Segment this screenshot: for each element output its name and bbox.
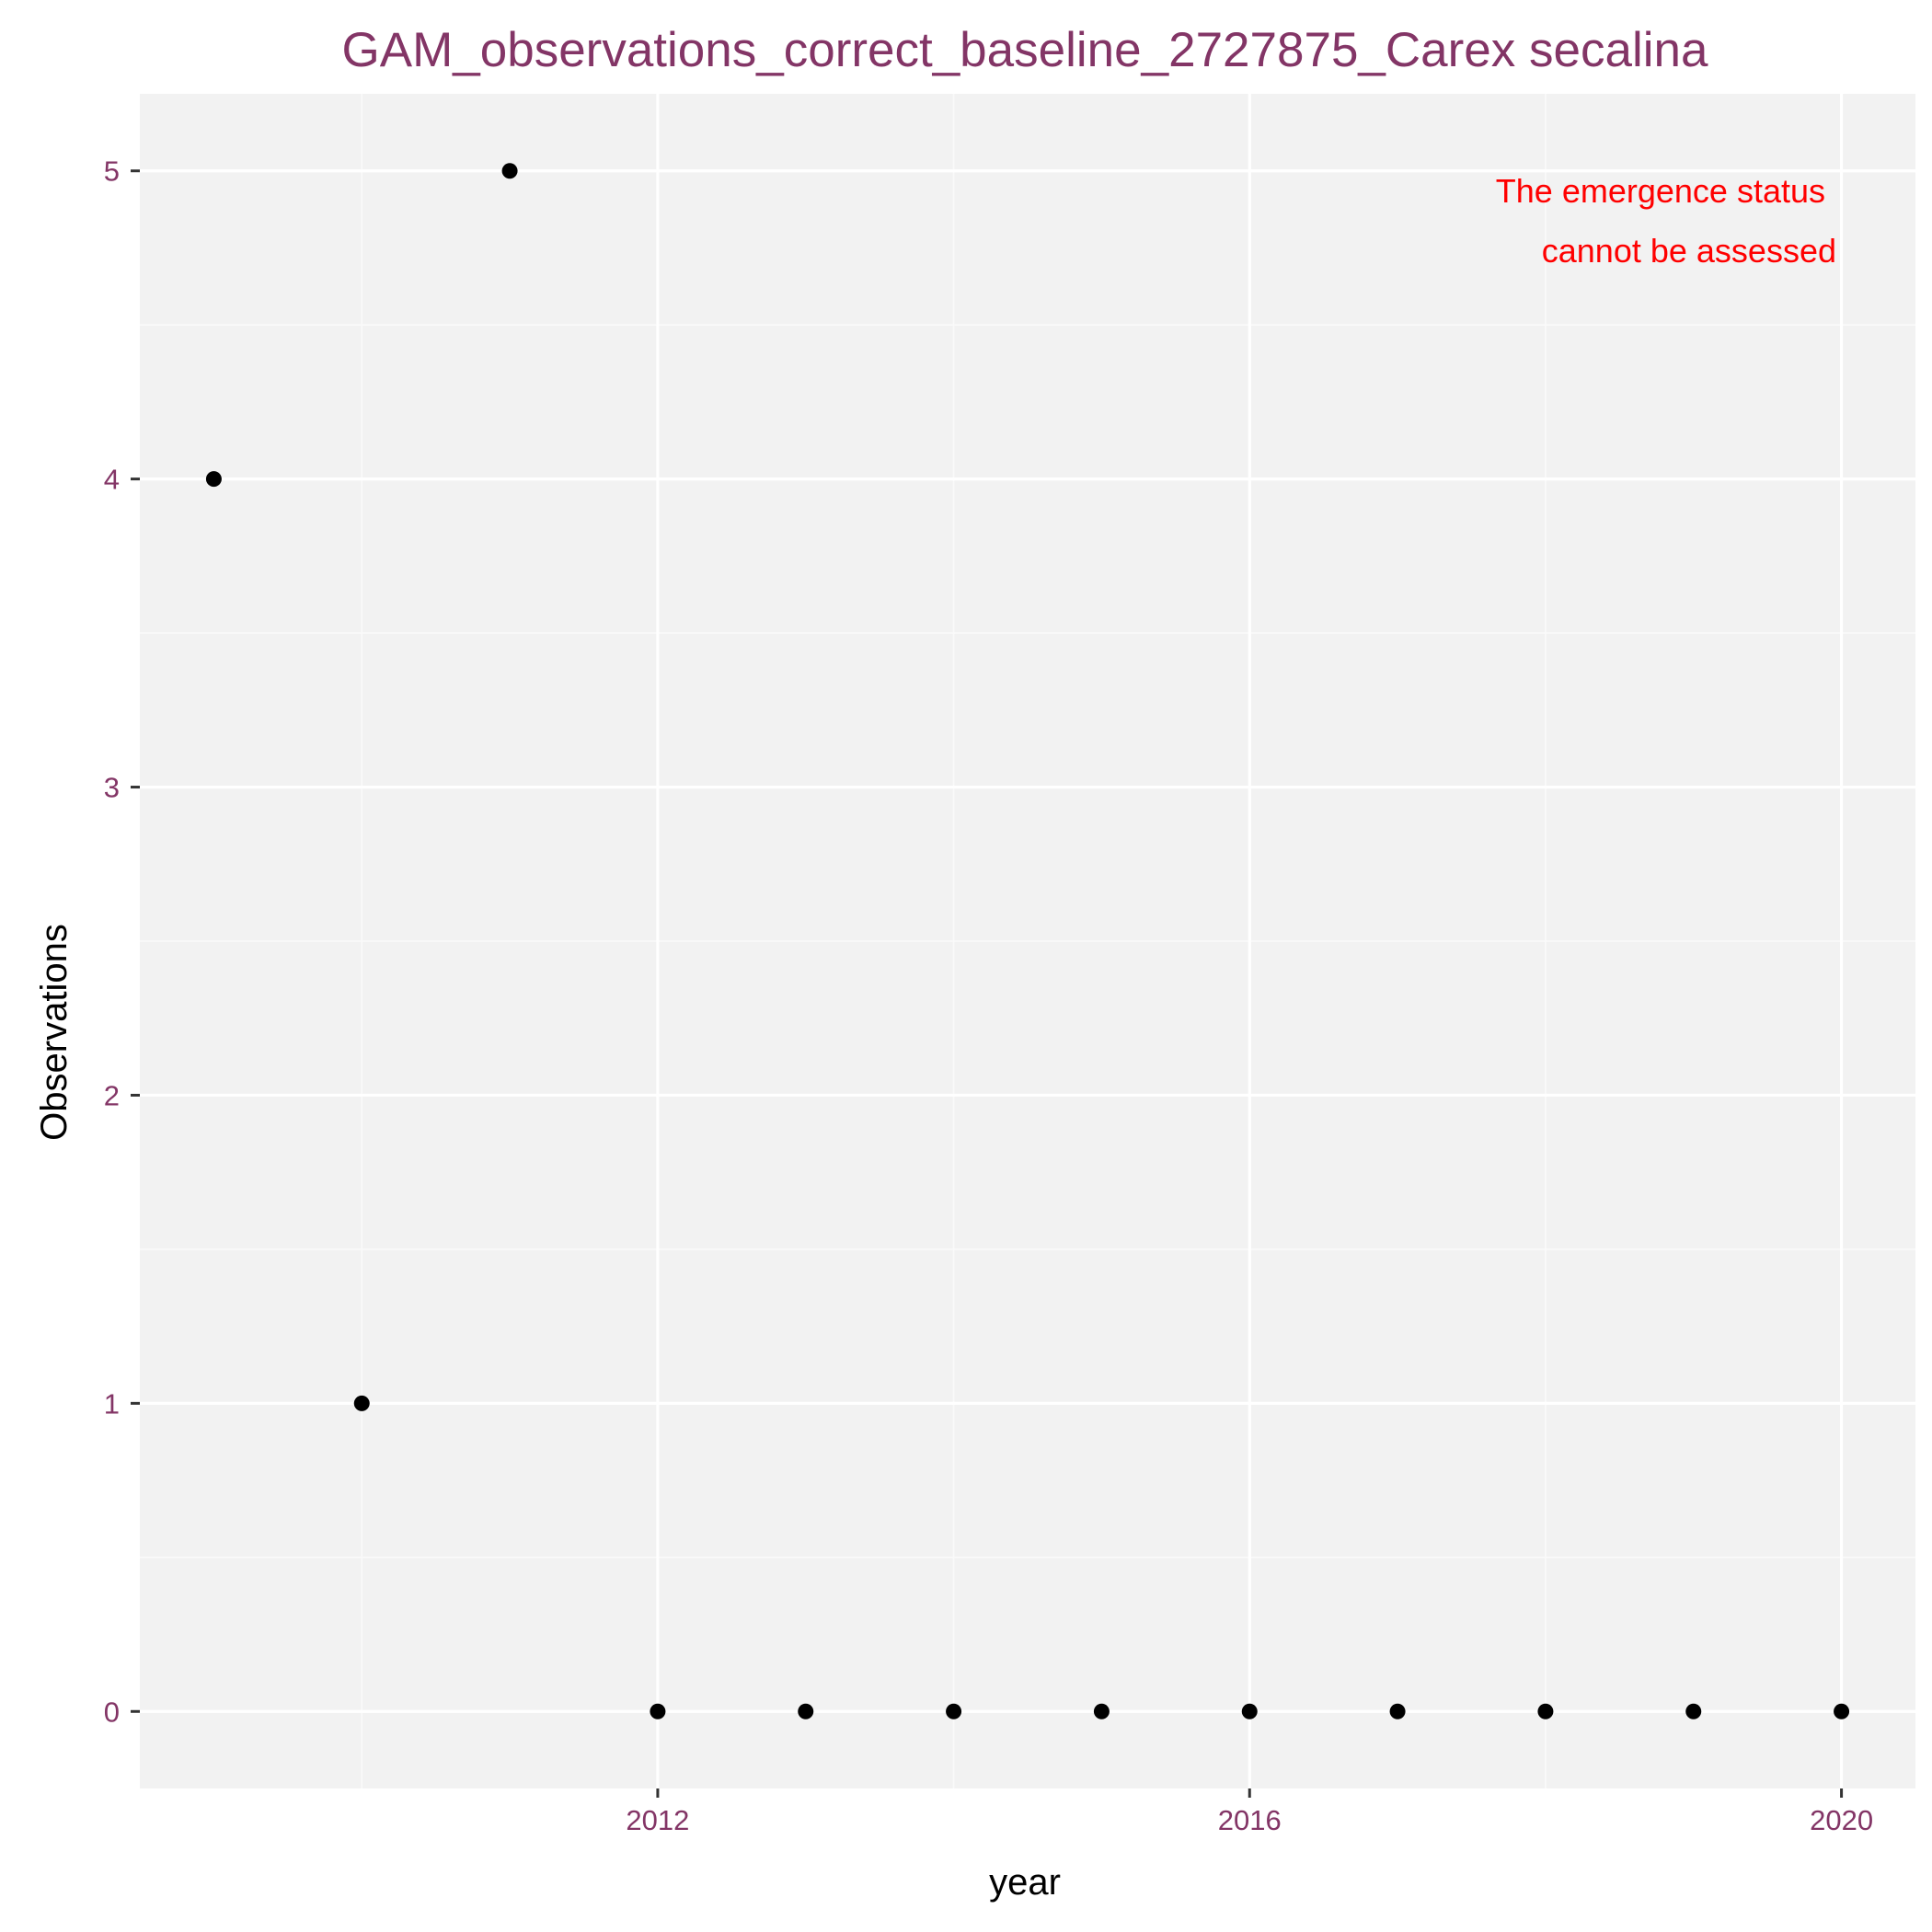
axes: 0 1 2 3 4 5 2012 2016 2020 xyxy=(104,155,1873,1836)
data-point xyxy=(1685,1703,1702,1719)
data-point xyxy=(353,1395,370,1411)
data-point xyxy=(1537,1703,1554,1719)
y-tick-label: 5 xyxy=(104,155,120,188)
grid-lines xyxy=(140,94,1915,1788)
chart-title: GAM_observations_correct_baseline_272787… xyxy=(342,23,1708,77)
x-tick-label: 2020 xyxy=(1810,1804,1873,1836)
data-point xyxy=(946,1703,962,1719)
y-axis-title: Observations xyxy=(34,924,75,1141)
x-axis-title: year xyxy=(989,1862,1061,1903)
y-tick-label: 1 xyxy=(104,1387,120,1420)
data-point xyxy=(1241,1703,1258,1719)
x-tick-label: 2012 xyxy=(626,1804,689,1836)
annotation-line-1: The emergence status xyxy=(1496,172,1825,210)
data-points xyxy=(205,163,1850,1719)
y-tick-label: 4 xyxy=(104,464,120,496)
data-point xyxy=(501,163,518,179)
data-point xyxy=(1389,1703,1406,1719)
data-point xyxy=(798,1703,814,1719)
y-tick-label: 0 xyxy=(104,1696,120,1728)
data-point xyxy=(1093,1703,1110,1719)
y-tick-label: 3 xyxy=(104,772,120,804)
annotation: The emergence status cannot be assessed xyxy=(1496,172,1836,270)
data-point xyxy=(650,1703,666,1719)
y-tick-label: 2 xyxy=(104,1079,120,1111)
data-point xyxy=(1834,1703,1850,1719)
data-point xyxy=(205,471,222,488)
x-tick-label: 2016 xyxy=(1218,1804,1282,1836)
annotation-line-2: cannot be assessed xyxy=(1542,232,1836,270)
